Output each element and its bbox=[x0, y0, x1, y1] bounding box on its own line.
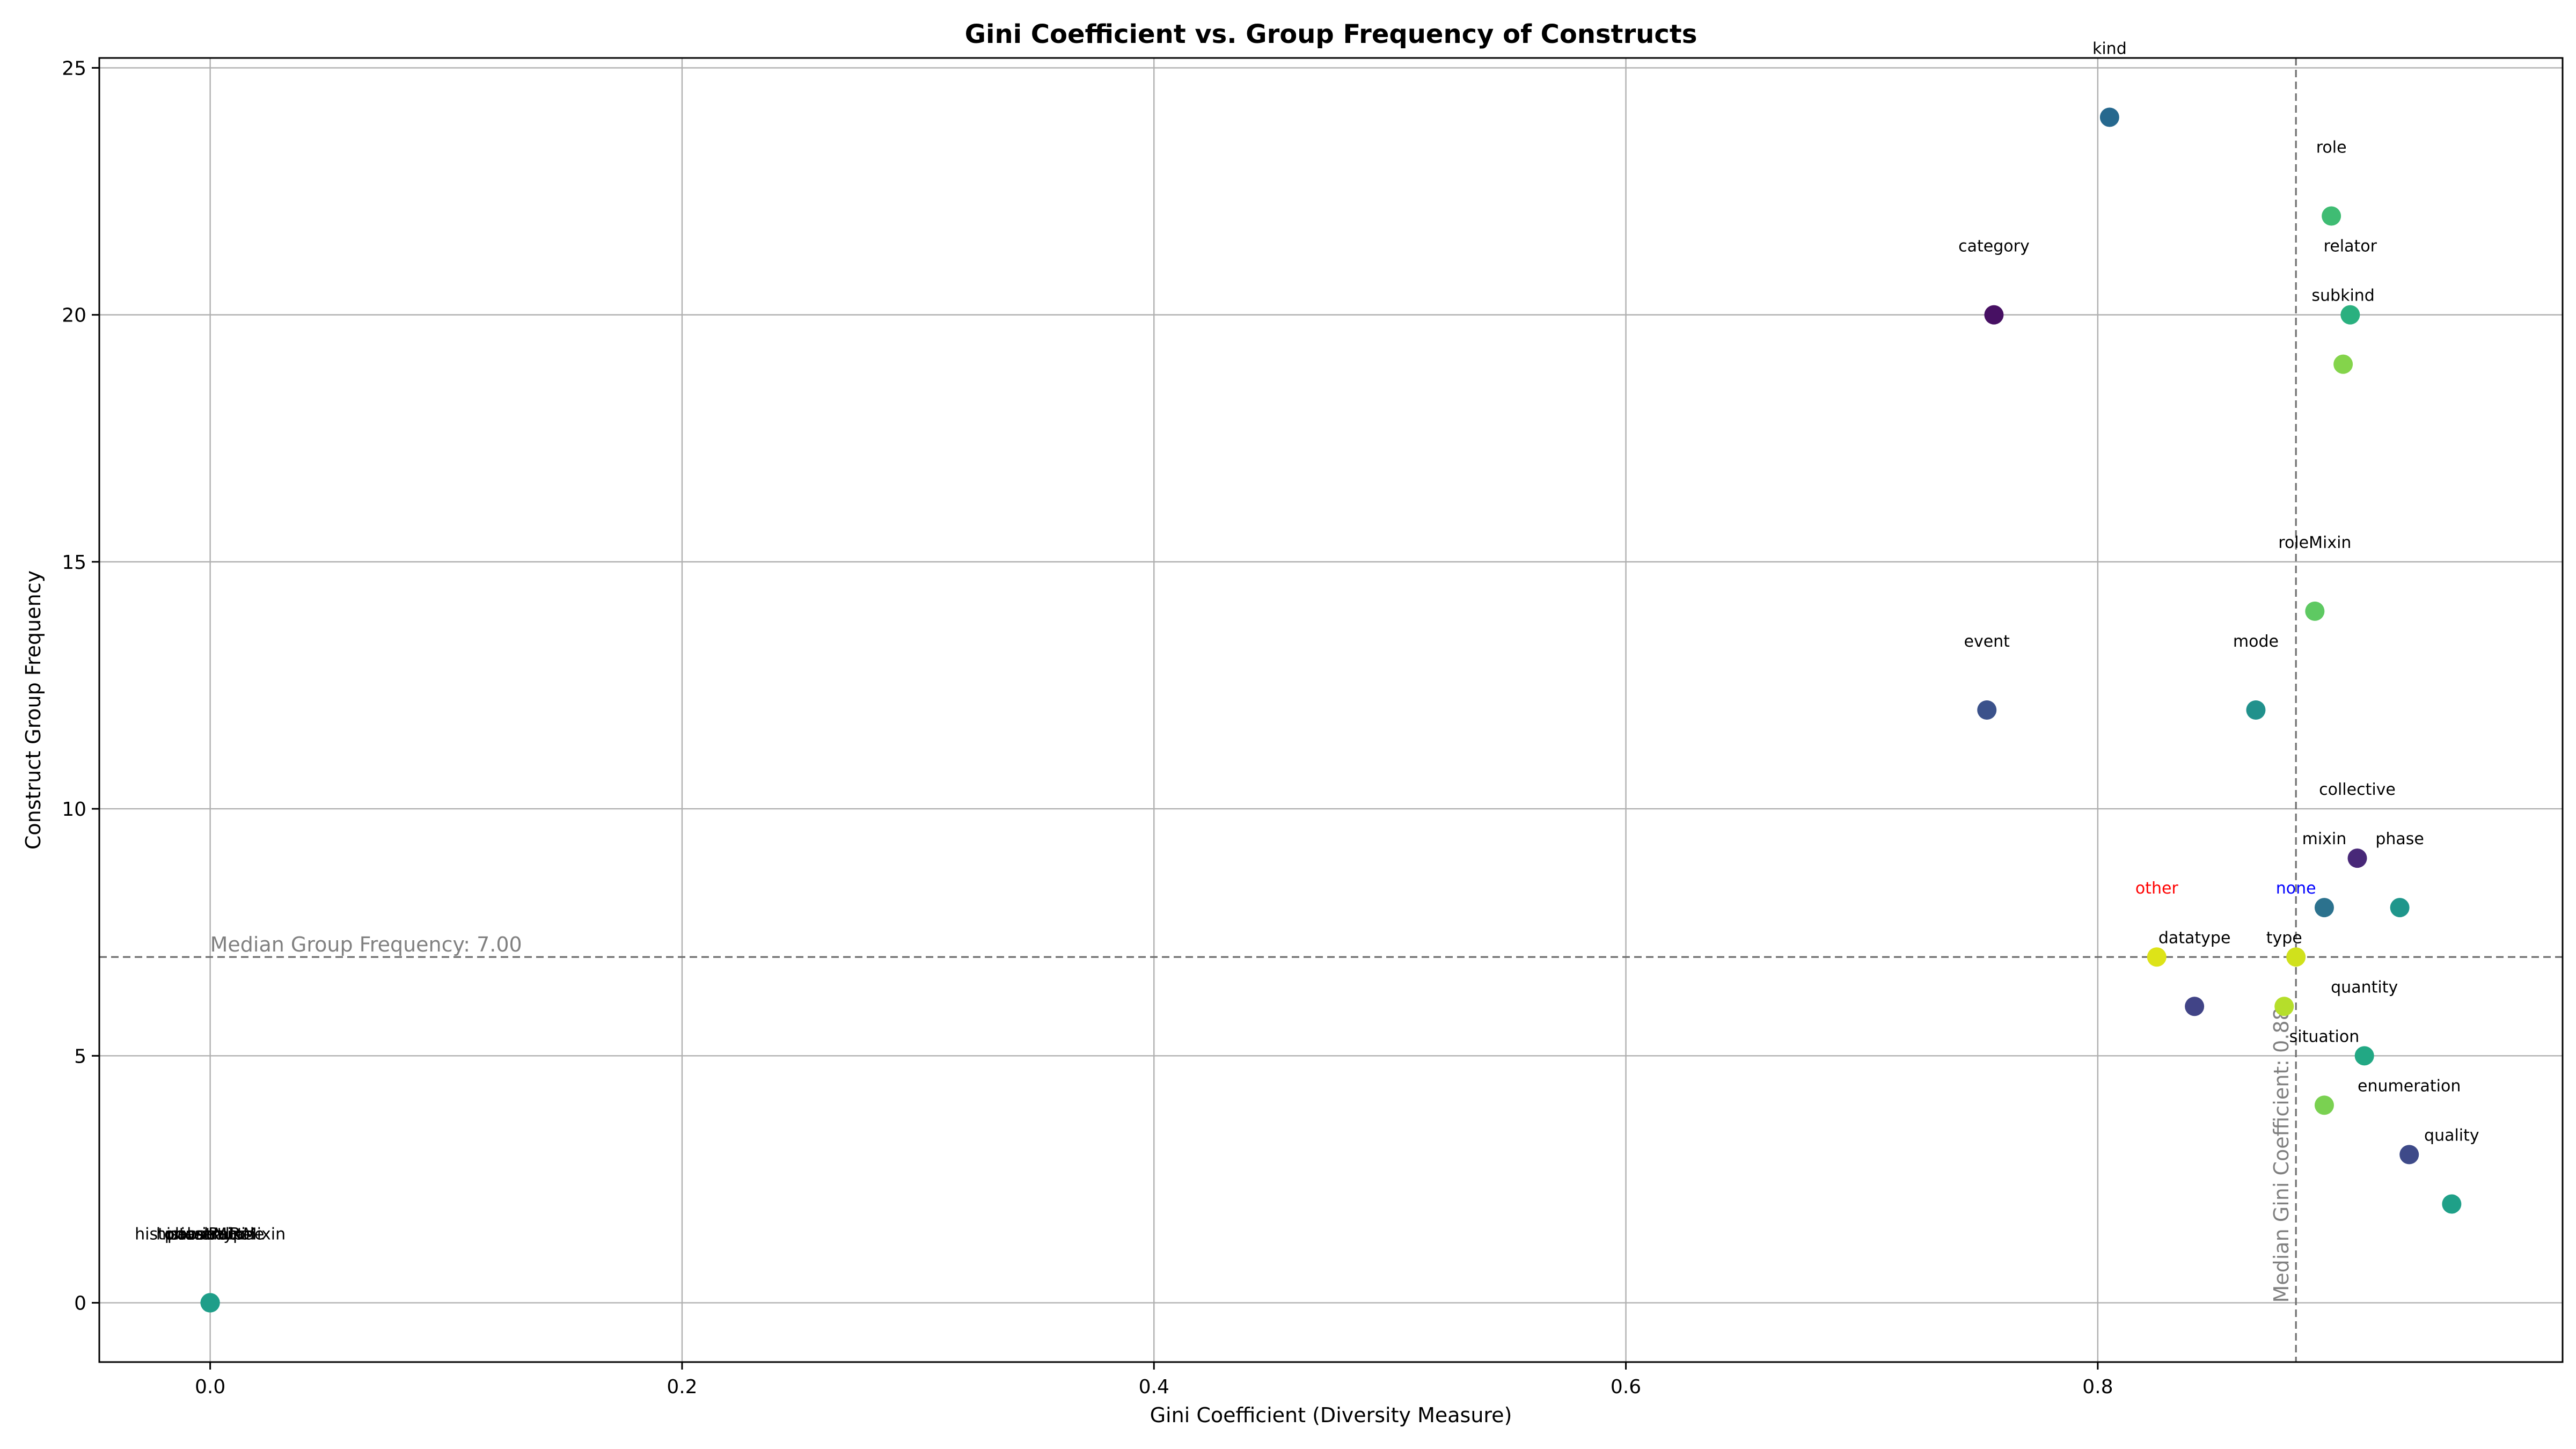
data-point bbox=[1984, 305, 2004, 325]
data-label: phase bbox=[2375, 830, 2424, 848]
data-label: phaseMixin bbox=[165, 1225, 256, 1244]
data-point bbox=[2442, 1194, 2462, 1214]
data-point bbox=[2286, 947, 2306, 967]
x-tick-label: 0.6 bbox=[1611, 1376, 1641, 1398]
data-label: mode bbox=[2233, 632, 2279, 651]
x-axis-label: Gini Coefficient (Diversity Measure) bbox=[1150, 1403, 1512, 1427]
data-label: quantity bbox=[2331, 978, 2398, 997]
y-tick-label: 10 bbox=[62, 799, 86, 821]
data-label: role bbox=[2316, 138, 2347, 157]
data-label: mixin bbox=[2302, 830, 2347, 848]
data-point bbox=[2314, 1095, 2334, 1115]
data-points bbox=[200, 107, 2462, 1313]
x-tick-label: 0.2 bbox=[667, 1376, 697, 1398]
data-label: event bbox=[1964, 632, 2010, 651]
y-tick-label: 25 bbox=[62, 57, 86, 79]
data-point bbox=[2305, 601, 2325, 621]
data-label: type bbox=[2266, 928, 2302, 947]
data-point bbox=[2333, 354, 2353, 374]
data-label: relator bbox=[2324, 237, 2377, 256]
data-label: historicalRole bbox=[156, 1225, 265, 1244]
data-point bbox=[2322, 206, 2341, 226]
data-label: other bbox=[2135, 879, 2179, 898]
plot-frame bbox=[98, 57, 2564, 1363]
data-point bbox=[2399, 1145, 2419, 1165]
data-point bbox=[2185, 997, 2205, 1016]
y-tick-label: 5 bbox=[74, 1045, 86, 1067]
grid-lines bbox=[99, 58, 2563, 1362]
data-label: powertype bbox=[167, 1225, 253, 1244]
data-point bbox=[1977, 700, 1997, 720]
data-label: none bbox=[2276, 879, 2316, 898]
chart-title: Gini Coefficient vs. Group Frequency of … bbox=[965, 19, 1697, 49]
data-point bbox=[2390, 898, 2410, 918]
data-label: subkind bbox=[2311, 287, 2374, 305]
data-point bbox=[2274, 997, 2294, 1016]
data-label: category bbox=[1958, 237, 2030, 256]
data-point bbox=[2354, 1046, 2374, 1066]
median-gini-label: Median Gini Coefficient: 0.88 bbox=[2270, 1007, 2293, 1302]
median-lines: Median Gini Coefficient: 0.88 Median Grou… bbox=[99, 58, 2563, 1362]
data-label: abstract bbox=[177, 1225, 244, 1244]
y-tick-label: 0 bbox=[74, 1293, 86, 1315]
point-labels: kind role category relator subkind roleMixin e… bbox=[135, 39, 2479, 1243]
x-tick-label: 0.8 bbox=[2082, 1376, 2113, 1398]
y-axis-label: Construct Group Frequency bbox=[21, 570, 45, 850]
data-label: collective bbox=[2319, 780, 2396, 799]
data-point bbox=[2314, 898, 2334, 918]
data-point bbox=[2347, 848, 2367, 868]
data-label: roleMixin bbox=[2278, 533, 2351, 552]
data-point bbox=[200, 1293, 220, 1313]
data-point bbox=[2147, 947, 2167, 967]
data-label: quality bbox=[2424, 1126, 2479, 1145]
y-tick-label: 15 bbox=[62, 552, 86, 574]
data-label: enumeration bbox=[2358, 1077, 2461, 1095]
x-tick-label: 0.0 bbox=[195, 1376, 225, 1398]
data-point bbox=[2246, 700, 2266, 720]
data-label: historicalRoleMixin bbox=[135, 1225, 286, 1244]
median-frequency-label: Median Group Frequency: 7.00 bbox=[210, 933, 522, 956]
x-tick-label: 0.4 bbox=[1139, 1376, 1169, 1398]
data-label: situation bbox=[2289, 1027, 2360, 1046]
data-point bbox=[2340, 305, 2360, 325]
axis-ticks: 0.0 0.2 0.4 0.6 0.8 0 5 10 15 20 25 bbox=[62, 57, 2113, 1398]
data-label: datatype bbox=[2158, 928, 2231, 947]
y-tick-label: 20 bbox=[62, 305, 86, 327]
data-point bbox=[2099, 107, 2119, 127]
data-label: kind bbox=[2092, 39, 2127, 58]
